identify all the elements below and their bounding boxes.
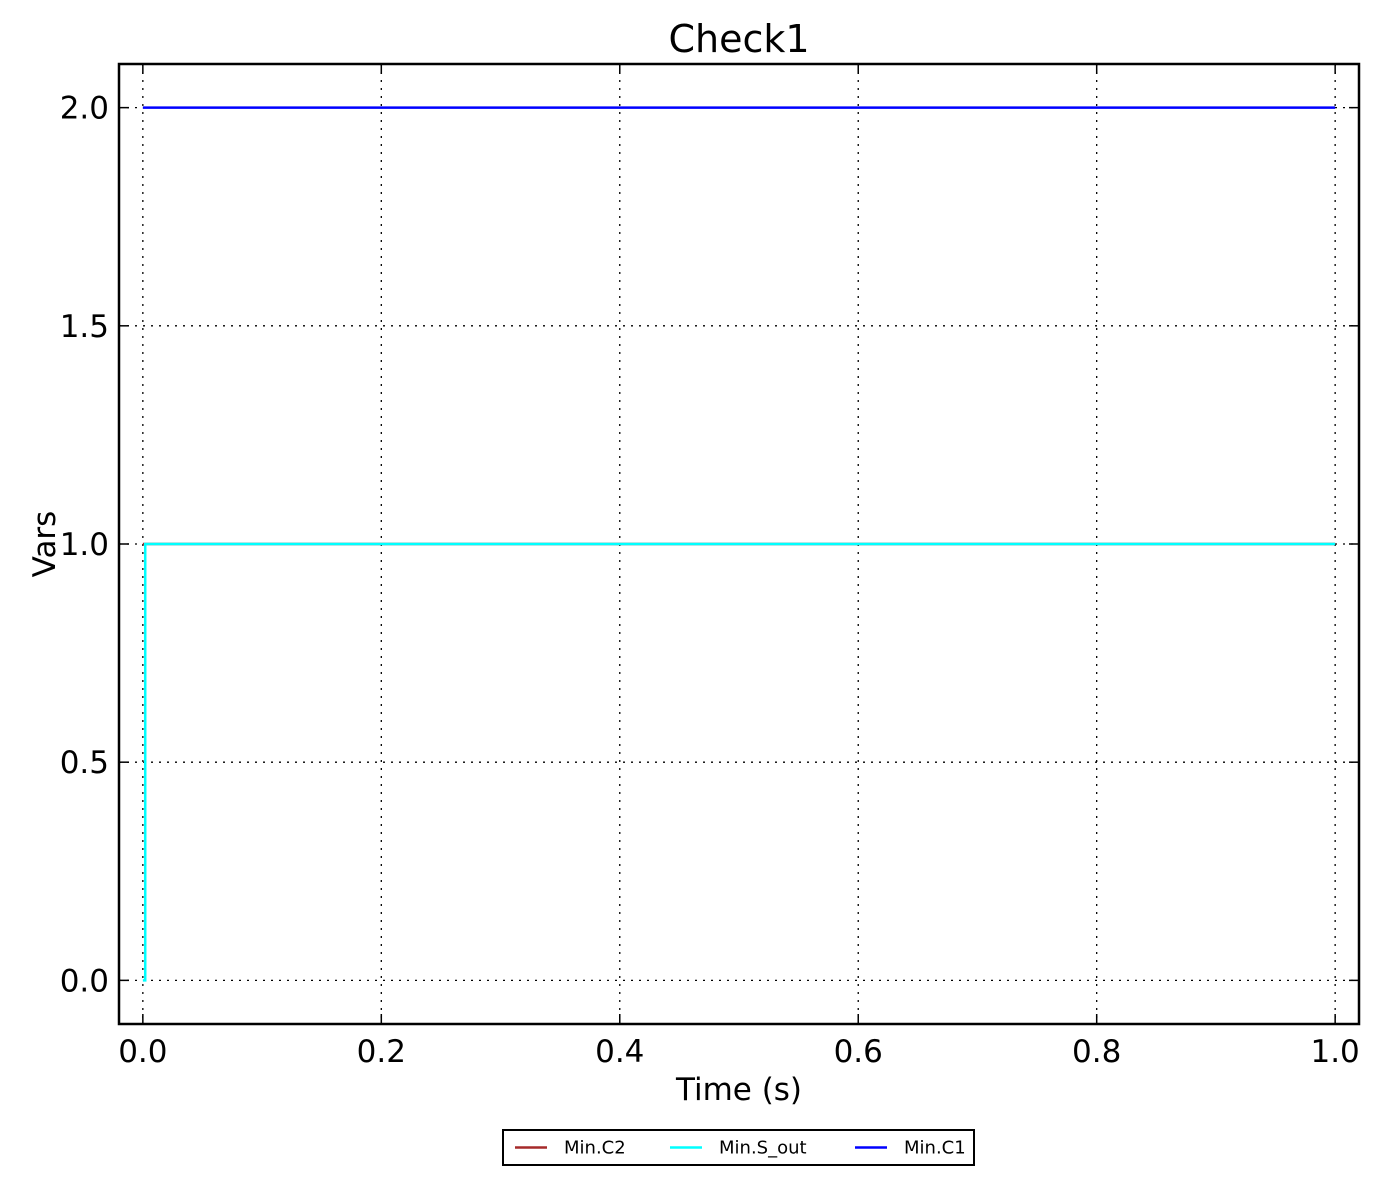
plot-series (142, 106, 1336, 982)
y-tick-label: 2.0 (60, 91, 109, 127)
axis-ticks (119, 64, 1359, 1024)
x-axis-tick-labels: 0.0 0.2 0.4 0.6 0.8 1.0 (118, 1034, 1360, 1070)
legend-label: Min.C2 (564, 1138, 626, 1159)
y-tick-label: 1.5 (60, 309, 109, 345)
x-tick-label: 0.0 (118, 1034, 167, 1070)
series-line-min-s-out (142, 542, 1336, 982)
x-tick-label: 0.8 (1072, 1034, 1121, 1070)
y-tick-label: 0.5 (60, 745, 109, 781)
x-tick-label: 0.2 (357, 1034, 406, 1070)
x-axis-label: Time (s) (675, 1072, 802, 1108)
legend: Min.C2 Min.S_out Min.C1 (502, 1129, 975, 1166)
x-tick-label: 0.6 (834, 1034, 883, 1070)
y-tick-label: 1.0 (60, 527, 109, 563)
x-tick-label: 1.0 (1310, 1034, 1359, 1070)
y-axis-tick-labels: 0.0 0.5 1.0 1.5 2.0 (60, 91, 109, 1000)
x-tick-label: 0.4 (595, 1034, 644, 1070)
y-axis-label: Vars (27, 511, 63, 578)
chart-title: Check1 (668, 17, 809, 61)
y-tick-label: 0.0 (60, 963, 109, 999)
legend-label: Min.S_out (719, 1138, 807, 1159)
legend-box (502, 1129, 975, 1166)
legend-label: Min.C1 (904, 1138, 966, 1159)
